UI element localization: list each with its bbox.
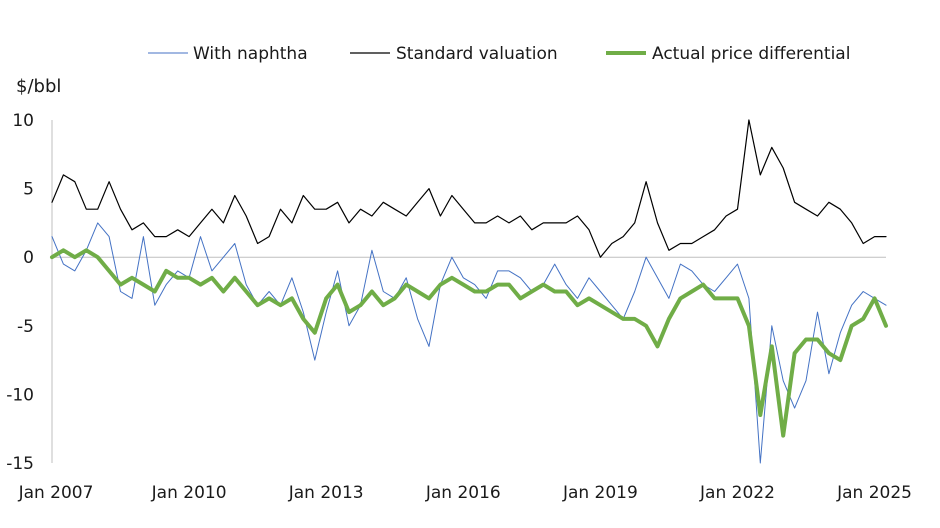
x-tick-label: Jan 2019 (562, 483, 638, 503)
legend-label-standard-valuation: Standard valuation (396, 44, 558, 64)
y-tick-label: -10 (6, 385, 34, 405)
y-tick-label: -5 (17, 317, 34, 337)
x-tick-label: Jan 2025 (836, 483, 912, 503)
legend-label-with-naphtha: With naphtha (193, 44, 308, 64)
series-layer (50, 119, 888, 464)
x-tick-label: Jan 2013 (288, 483, 364, 503)
x-tick-label: Jan 2007 (18, 483, 94, 503)
y-tick-label: -15 (6, 454, 34, 474)
series-line-actual-price-differential (50, 248, 888, 438)
y-tick-label: 0 (23, 248, 34, 268)
y-tick-label: 5 (23, 180, 34, 200)
y-tick-label: 10 (12, 111, 34, 131)
axes: 10 5 0 -5 -10 -15 Jan 2007 Jan 2010 Jan 2013 Jan … (6, 111, 912, 503)
x-tick-label: Jan 2010 (151, 483, 227, 503)
legend: With naphtha Standard valuation Actual p… (148, 44, 850, 64)
x-tick-label: Jan 2022 (699, 483, 775, 503)
legend-label-actual-price-differential: Actual price differential (652, 44, 850, 64)
series-line-standard-valuation (51, 119, 887, 258)
y-axis-unit-label: $/bbl (16, 76, 61, 97)
x-tick-label: Jan 2016 (425, 483, 501, 503)
series-line-with-naphtha (51, 222, 887, 464)
